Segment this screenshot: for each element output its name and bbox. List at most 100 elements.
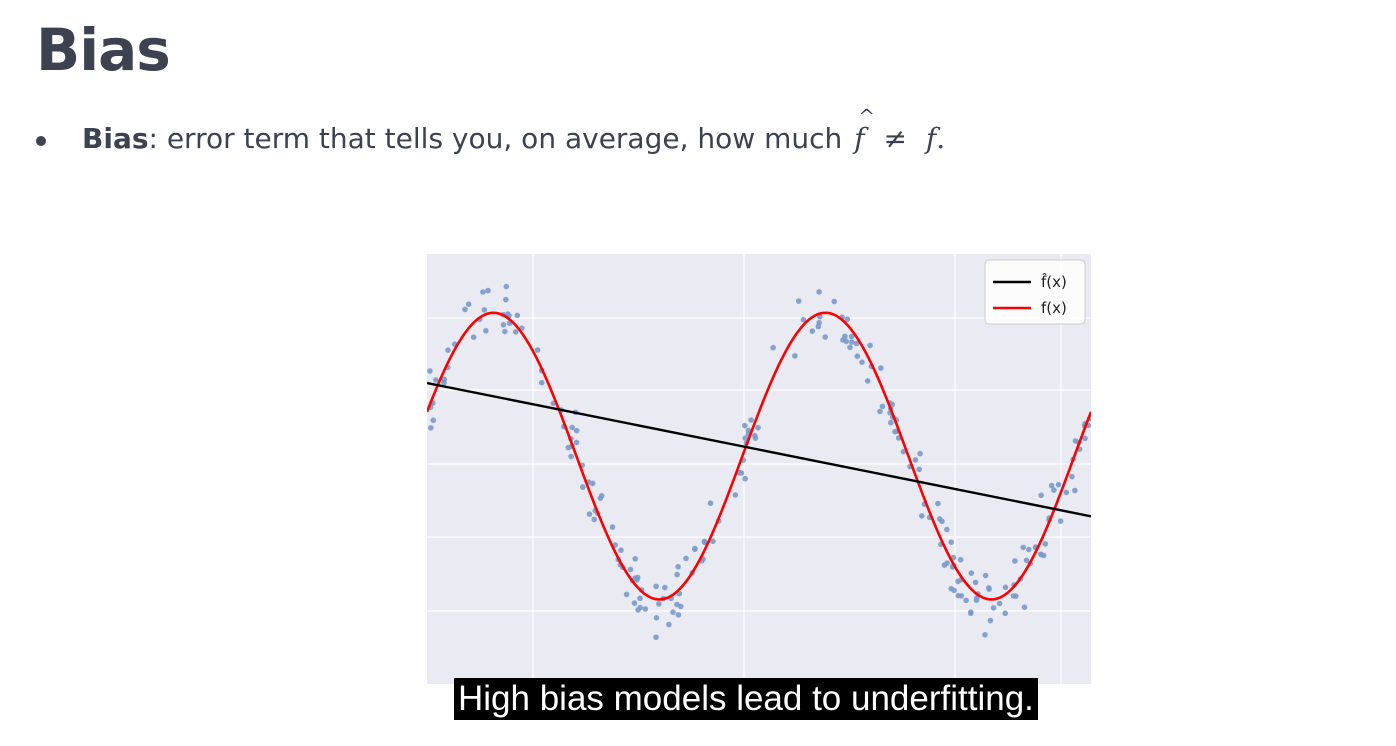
data-point	[1021, 604, 1028, 610]
bias-term: Bias	[82, 122, 149, 155]
data-point	[683, 555, 689, 562]
data-point	[752, 435, 759, 441]
data-point	[580, 484, 586, 490]
data-point	[1042, 541, 1049, 547]
data-point	[748, 417, 754, 423]
data-point	[854, 353, 861, 359]
data-point	[568, 453, 574, 460]
data-point	[879, 403, 886, 410]
data-point	[569, 424, 575, 431]
not-equal-symbol: ≠	[883, 122, 907, 155]
data-point	[848, 333, 855, 340]
data-point	[944, 526, 950, 533]
data-point	[859, 359, 865, 365]
data-points	[427, 283, 1091, 640]
data-point	[900, 448, 907, 455]
data-point	[919, 513, 925, 519]
data-point	[982, 572, 989, 579]
data-point	[1020, 544, 1026, 551]
data-point	[618, 547, 624, 553]
data-point	[503, 283, 510, 290]
data-point	[853, 340, 860, 347]
data-point	[816, 319, 822, 326]
legend-label-fhat: f̂(x)	[1041, 272, 1067, 291]
data-point	[963, 597, 969, 604]
data-point	[1048, 482, 1055, 489]
data-point	[1055, 481, 1062, 488]
data-point	[1023, 557, 1030, 564]
data-point	[809, 328, 816, 334]
data-point	[986, 585, 992, 591]
plot-background	[427, 254, 1091, 684]
data-point	[653, 615, 660, 621]
data-point	[573, 427, 580, 434]
data-point	[1072, 487, 1078, 494]
data-point	[1072, 438, 1079, 444]
legend-box	[984, 259, 1086, 325]
data-point	[745, 427, 752, 434]
data-point	[847, 344, 853, 351]
data-point	[539, 379, 545, 386]
data-point	[1063, 489, 1070, 496]
data-point	[948, 539, 954, 545]
data-point	[955, 592, 961, 599]
data-point	[888, 419, 894, 426]
period: .	[936, 122, 946, 155]
data-point	[816, 289, 822, 295]
data-point	[627, 566, 634, 573]
grid-lines	[427, 254, 1091, 684]
data-point	[662, 584, 668, 591]
data-point	[792, 353, 798, 359]
data-point	[598, 493, 605, 499]
data-point	[1013, 593, 1019, 599]
f-symbol: f	[925, 122, 937, 155]
data-point	[795, 298, 802, 304]
data-point	[732, 492, 739, 498]
data-point	[990, 605, 997, 611]
data-point	[844, 316, 851, 323]
data-point	[968, 570, 975, 576]
data-point	[849, 339, 855, 345]
data-point	[573, 439, 580, 446]
data-point	[670, 609, 676, 615]
legend: f̂(x) f(x)	[984, 259, 1086, 325]
data-point	[707, 500, 714, 506]
data-point	[1026, 546, 1032, 553]
data-point	[427, 368, 433, 374]
data-point	[433, 377, 439, 383]
data-point	[430, 417, 437, 423]
data-point	[589, 480, 596, 487]
data-point	[1069, 473, 1075, 480]
subtitle-caption: High bias models lead to underfitting.	[454, 678, 1038, 720]
data-point	[878, 365, 884, 371]
data-point	[742, 475, 748, 482]
f-hat-symbol: f	[854, 104, 876, 155]
data-point	[916, 466, 922, 473]
data-point	[738, 470, 745, 476]
data-point	[470, 334, 477, 340]
data-point	[840, 337, 846, 343]
data-point	[675, 612, 682, 618]
data-point	[935, 500, 941, 507]
data-point	[831, 298, 837, 305]
data-point	[632, 575, 638, 581]
data-point	[500, 322, 507, 328]
data-point	[936, 516, 943, 522]
data-point	[675, 564, 681, 570]
data-point	[692, 546, 698, 553]
data-point	[485, 287, 491, 294]
legend-label-f: f(x)	[1041, 299, 1067, 317]
data-point	[480, 289, 486, 295]
data-point	[996, 600, 1003, 607]
data-point	[653, 634, 659, 640]
data-point	[591, 516, 597, 523]
bias-definition: : error term that tells you, on average,…	[148, 122, 843, 155]
math-expression: f ≠ f.	[854, 104, 946, 155]
data-point	[822, 334, 828, 340]
data-point	[1082, 435, 1088, 442]
slide-title: Bias	[36, 16, 171, 84]
data-point	[586, 511, 593, 517]
data-point	[503, 296, 509, 303]
fitted-model-line	[427, 381, 1091, 518]
data-point	[428, 425, 434, 431]
